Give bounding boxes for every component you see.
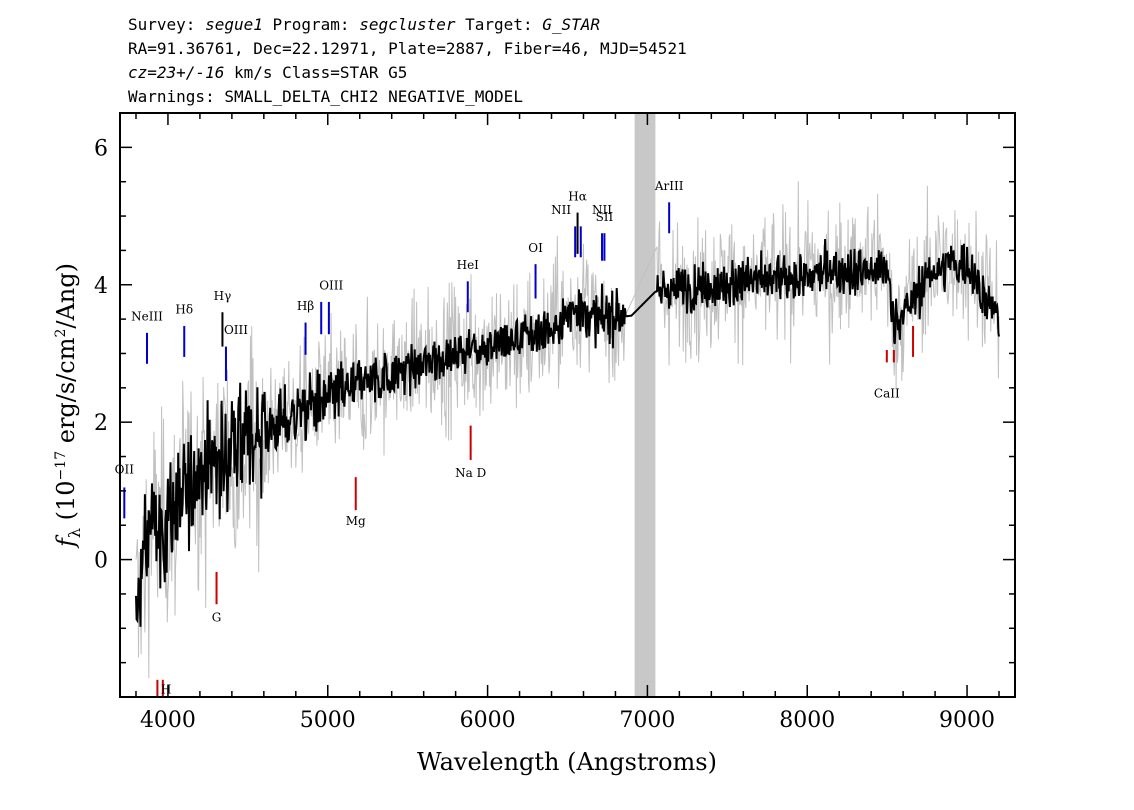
y-title-segment: /Ang) <box>52 263 80 329</box>
header-segment-0: cz=23+/-16 <box>128 63 224 82</box>
header-warnings-line: Warnings: SMALL_DELTA_CHI2 NEGATIVE_MODE… <box>128 87 523 106</box>
line-marker-label: Hδ <box>175 303 193 317</box>
line-marker-label: Hβ <box>297 299 314 313</box>
header-segment-3: segcluster <box>359 15 456 34</box>
y-title-segment: erg/s/cm <box>52 337 80 451</box>
x-tick-label: 4000 <box>140 708 196 733</box>
y-title-segment: λ <box>65 528 84 538</box>
masked-region-band <box>634 113 656 697</box>
flux-series <box>135 238 1000 627</box>
line-marker-label: OIII <box>224 323 248 337</box>
header-segment-0: Survey: <box>128 15 205 34</box>
line-marker-label: H <box>161 683 171 697</box>
x-tick-label: 8000 <box>779 708 835 733</box>
line-marker-label: Hα <box>568 189 587 203</box>
y-axis-ticks: 0 2 4 6 <box>94 112 1015 698</box>
y-tick-label: 4 <box>94 274 108 299</box>
line-marker-label: NII <box>592 203 612 217</box>
y-title-segment: (10 <box>52 480 80 528</box>
line-marker-label: NeIII <box>131 309 163 323</box>
line-marker-label: G <box>212 610 222 624</box>
y-title-segment: 2 <box>53 329 69 338</box>
x-tick-label: 9000 <box>939 708 995 733</box>
x-tick-label: 7000 <box>619 708 675 733</box>
y-tick-label: 6 <box>94 136 108 161</box>
x-tick-label: 6000 <box>460 708 516 733</box>
header-segment-4: Target: <box>456 15 543 34</box>
y-tick-label: 0 <box>94 549 108 574</box>
flux-line <box>135 238 1000 627</box>
header-coordinates-line: RA=91.36761, Dec=22.12971, Plate=2887, F… <box>128 39 687 58</box>
line-marker-label: OIII <box>319 279 343 293</box>
line-marker-label: SII <box>596 210 614 224</box>
y-axis-title: fλ (10−17 erg/s/cm2/Ang) <box>52 263 84 549</box>
line-marker-label: Hγ <box>214 289 232 303</box>
x-axis-ticks: 4000 5000 6000 7000 8000 9000 <box>135 113 1000 733</box>
plot-frame <box>119 112 1016 698</box>
header-redshift-line: cz=23+/-16 km/s Class=STAR G5 <box>128 63 407 82</box>
line-marker-label: Mg <box>346 514 366 528</box>
line-marker-label: NII <box>551 203 571 217</box>
header-segment-2: Program: <box>263 15 359 34</box>
y-title-segment: −17 <box>53 451 69 481</box>
line-marker-label: OI <box>528 241 543 255</box>
masked-band-rect <box>634 113 656 697</box>
line-marker-label: CaII <box>874 386 900 400</box>
header-segment-1: km/s Class=STAR G5 <box>224 63 407 82</box>
header-segment-5: G_STAR <box>542 15 600 34</box>
y-tick-label: 2 <box>94 411 108 436</box>
x-axis-title: Wavelength (Angstroms) <box>417 748 717 776</box>
line-marker-label: HeI <box>457 258 480 272</box>
header-survey-line: Survey: segue1 Program: segcluster Targe… <box>128 15 600 34</box>
line-marker-label: ArIII <box>654 179 684 193</box>
line-marker-label: OII <box>115 463 135 477</box>
header-segment-1: segue1 <box>205 15 263 34</box>
x-tick-label: 5000 <box>300 708 356 733</box>
line-marker-label: Na D <box>455 466 486 480</box>
